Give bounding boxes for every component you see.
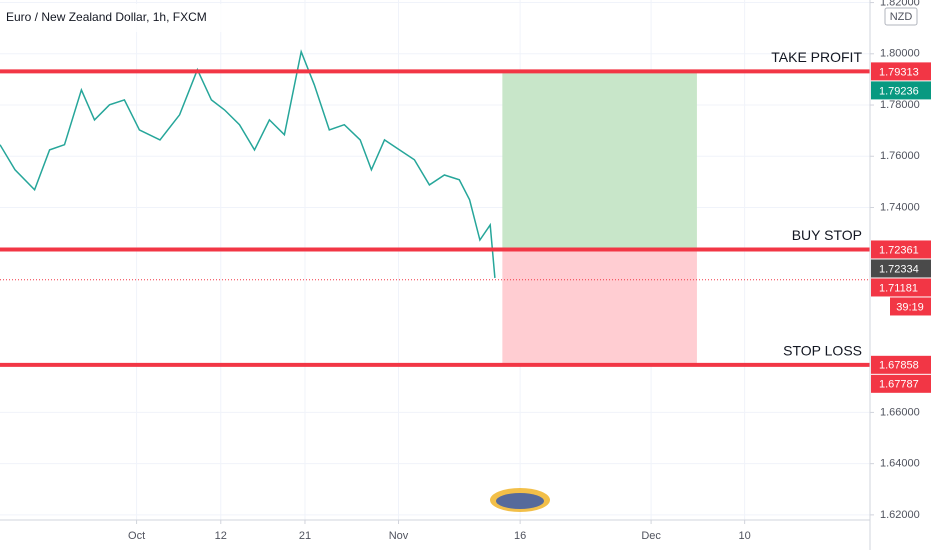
y-tick-label: 1.64000: [880, 458, 920, 470]
price-label-box: [871, 374, 931, 393]
level-label: TAKE PROFIT: [771, 49, 862, 65]
countdown-box: [890, 297, 931, 316]
price-label-box: [871, 81, 931, 100]
y-tick-label: 1.80000: [880, 48, 920, 60]
price-label-box: [871, 259, 931, 278]
price-label: 1.67858: [879, 360, 919, 372]
price-label-box: [871, 278, 931, 297]
x-tick-label: 16: [514, 530, 526, 542]
price-label: 1.67787: [879, 379, 919, 391]
price-label: 1.79313: [879, 66, 919, 78]
y-tick-label: 1.62000: [880, 509, 920, 521]
x-tick-label: Oct: [128, 530, 145, 542]
x-tick-label: 21: [299, 530, 311, 542]
x-tick-label: 12: [215, 530, 227, 542]
y-tick-label: 1.78000: [880, 99, 920, 111]
loss-zone: [502, 249, 697, 365]
chart-title: Euro / New Zealand Dollar, 1h, FXCM: [6, 10, 207, 24]
y-tick-label: 1.82000: [880, 0, 920, 8]
price-label-box: [871, 240, 931, 259]
title-backdrop: [0, 4, 250, 32]
y-tick-label: 1.76000: [880, 150, 920, 162]
x-tick-label: Dec: [641, 530, 661, 542]
level-label: BUY STOP: [792, 227, 862, 243]
level-label: STOP LOSS: [783, 343, 862, 359]
currency[interactable]: NZD: [890, 11, 913, 23]
price-label: 1.72334: [879, 263, 919, 275]
plot-area: [0, 0, 870, 520]
watermark-logo: [490, 488, 550, 512]
x-tick-label: 10: [739, 530, 751, 542]
y-tick-label: 1.74000: [880, 201, 920, 213]
price-line: [0, 49, 496, 278]
price-label: 1.71181: [879, 282, 918, 294]
x-tick-label: Nov: [389, 530, 409, 542]
currency-box[interactable]: [884, 7, 918, 26]
price-label-box: [871, 355, 931, 374]
price-label: 1.72361: [879, 244, 919, 256]
profit-zone: [502, 71, 697, 250]
countdown: 39:19: [896, 301, 924, 313]
price-label-box: [871, 62, 931, 81]
price-label: 1.79236: [879, 85, 919, 97]
y-tick-label: 1.66000: [880, 406, 920, 418]
